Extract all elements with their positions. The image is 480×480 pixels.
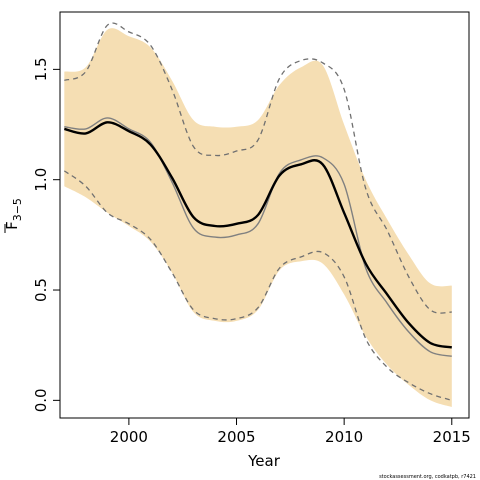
y-axis-title-main: F xyxy=(3,221,21,230)
x-axis-title: Year xyxy=(247,452,281,470)
y-tick-label: 1.0 xyxy=(32,168,50,192)
source-note: stockassessment.org, codkatpb, r7421 xyxy=(379,474,476,480)
series-line-secondary xyxy=(64,117,452,357)
y-tick-label: 0.5 xyxy=(32,278,50,302)
confidence-band xyxy=(64,28,452,408)
svg-text:F3−5: F3−5 xyxy=(3,198,24,230)
series-line-bound-3 xyxy=(63,170,452,401)
y-axis-title: F3−5 xyxy=(3,198,24,233)
series-line-bound-2 xyxy=(64,22,452,314)
plot-frame xyxy=(59,11,470,419)
x-tick-label: 2005 xyxy=(217,428,255,446)
x-tick-label: 2000 xyxy=(110,428,148,446)
confidence-band-layer xyxy=(64,28,452,408)
y-axis-title-sub: 3−5 xyxy=(11,198,24,221)
x-tick-label: 2015 xyxy=(433,428,471,446)
y-tick-label: 1.5 xyxy=(32,57,50,81)
y-axis: 0.0 0.5 1.0 1.5 xyxy=(32,57,60,412)
y-tick-label: 0.0 xyxy=(32,388,50,412)
series-line-estimate xyxy=(63,121,453,349)
series-layer xyxy=(63,22,453,401)
x-tick-label: 2010 xyxy=(325,428,363,446)
x-axis: 2000 2005 2010 2015 xyxy=(110,418,471,446)
